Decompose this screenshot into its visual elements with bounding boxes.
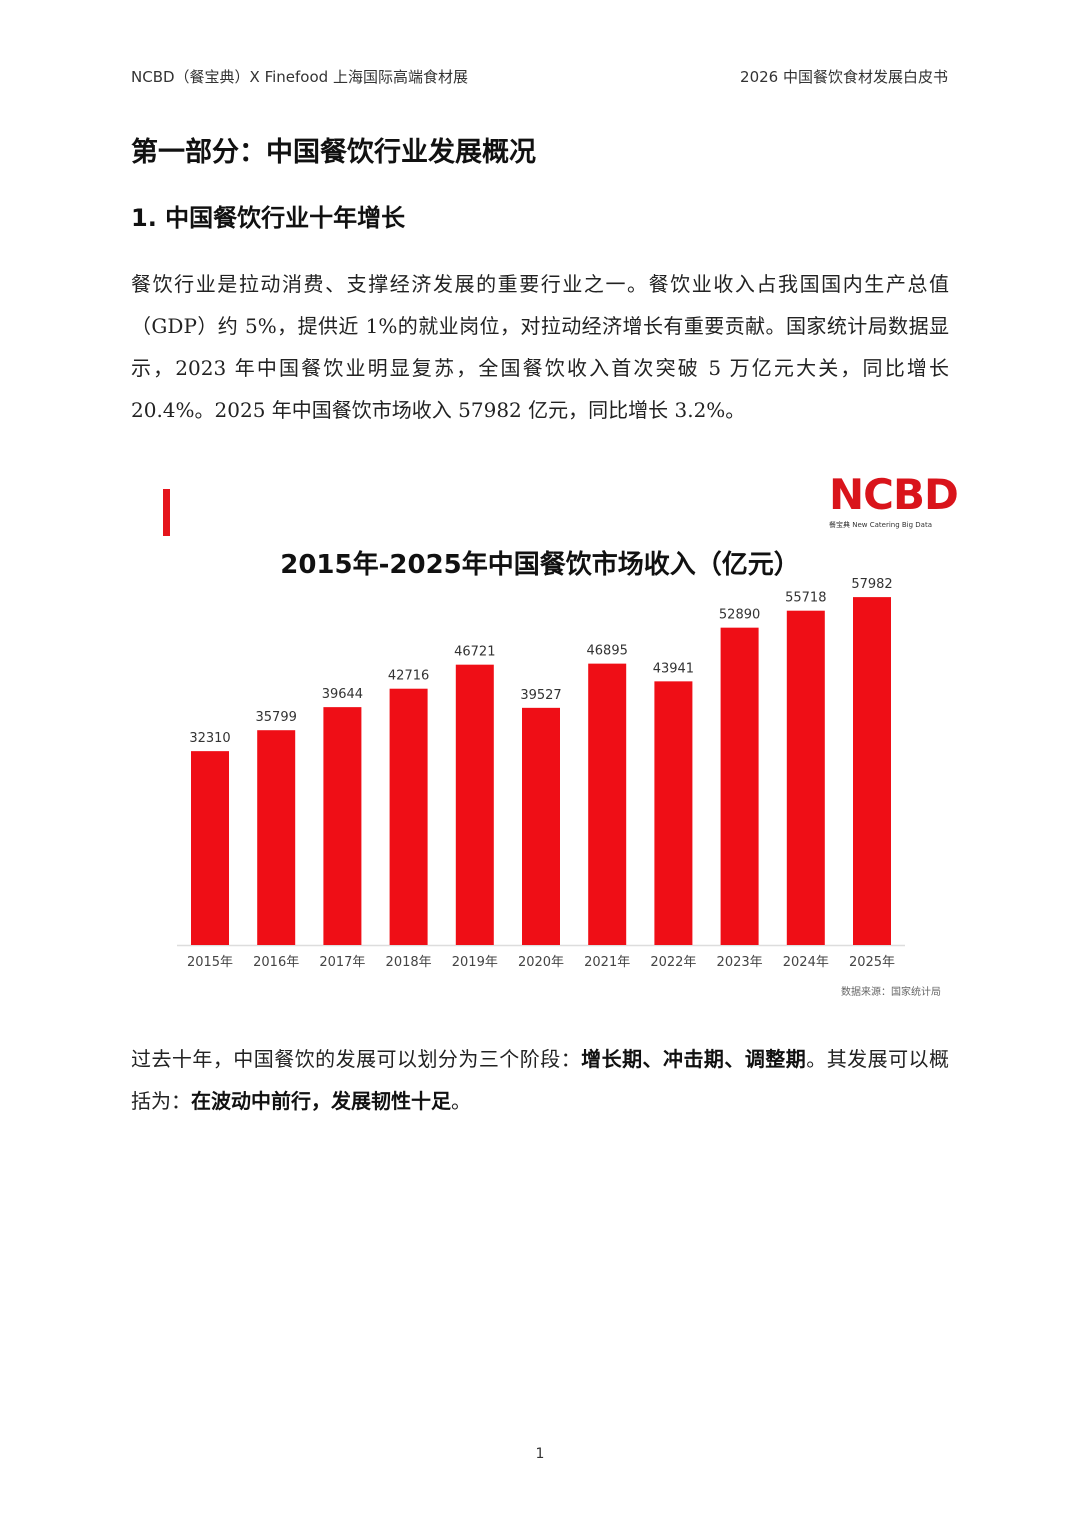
bar-1 <box>257 730 296 945</box>
bar-value-label: 57982 <box>851 577 892 592</box>
x-tick-label: 2020年 <box>518 955 564 970</box>
bar-value-label: 52890 <box>719 608 760 623</box>
bar-value-label: 32310 <box>189 731 230 746</box>
bar-2 <box>323 707 362 945</box>
section-title: 第一部分：中国餐饮行业发展概况 <box>131 137 536 168</box>
logo-text: NCBD <box>829 470 959 519</box>
bar-5 <box>522 707 560 945</box>
bar-value-label: 46721 <box>454 645 495 660</box>
x-tick-label: 2025年 <box>849 955 895 970</box>
subsection-title: 1. 中国餐饮行业十年增长 <box>131 204 406 232</box>
x-tick-label: 2016年 <box>253 955 299 970</box>
summary-conclusion: 在波动中前行，发展韧性十足 <box>191 1089 451 1113</box>
summary-intro: 过去十年，中国餐饮的发展可以划分为三个阶段： <box>131 1047 582 1071</box>
bar-3 <box>389 688 428 945</box>
x-tick-label: 2021年 <box>584 955 630 970</box>
chart-title: 2015年-2025年中国餐饮市场收入（亿元） <box>280 550 800 580</box>
x-tick-label: 2023年 <box>717 955 763 970</box>
x-tick-label: 2015年 <box>187 955 233 970</box>
x-tick-label: 2018年 <box>386 955 432 970</box>
summary-paragraph: 过去十年，中国餐饮的发展可以划分为三个阶段：增长期、冲击期、调整期。其发展可以概… <box>131 1038 949 1122</box>
summary-middle: 。其发展可以概括为： <box>131 1047 950 1113</box>
bar-10 <box>853 597 891 945</box>
header-left: NCBD（餐宝典）X Finefood 上海国际高端食材展 <box>131 68 468 86</box>
bar-8 <box>720 627 759 945</box>
header-right: 2026 中国餐饮食材发展白皮书 <box>740 68 948 86</box>
bar-value-label: 42716 <box>388 669 429 684</box>
bar-0 <box>191 751 229 945</box>
bar-value-label: 55718 <box>785 591 826 606</box>
summary-stages: 增长期、冲击期、调整期 <box>581 1047 807 1071</box>
x-tick-label: 2024年 <box>783 955 829 970</box>
bar-value-label: 39527 <box>520 688 561 703</box>
bar-6 <box>588 663 627 945</box>
x-tick-label: 2022年 <box>650 955 696 970</box>
data-source: 数据来源：国家统计局 <box>841 987 941 998</box>
bar-value-label: 35799 <box>256 710 297 725</box>
summary-end: 。 <box>451 1089 471 1113</box>
bar-7 <box>654 681 693 945</box>
bar-value-label: 43941 <box>653 661 694 676</box>
x-tick-label: 2019年 <box>452 955 498 970</box>
page-number: 1 <box>535 1446 545 1462</box>
bar-value-label: 39644 <box>322 687 363 702</box>
bar-4 <box>455 664 494 945</box>
bar-chart: 32310 2015年 35799 2016年 39644 2017年 42716 2018年… <box>177 577 905 970</box>
logo-subtext: 餐宝典 New Catering Big Data <box>829 521 933 529</box>
intro-paragraph: 餐饮行业是拉动消费、支撑经济发展的重要行业之一。餐饮业收入占我国国内生产总值（G… <box>131 272 949 422</box>
accent-bar <box>163 489 170 536</box>
bar-9 <box>786 610 825 945</box>
x-tick-label: 2017年 <box>319 955 365 970</box>
bar-value-label: 46895 <box>587 644 628 659</box>
ncbd-logo: NCBD 餐宝典 New Catering Big Data <box>829 470 959 534</box>
